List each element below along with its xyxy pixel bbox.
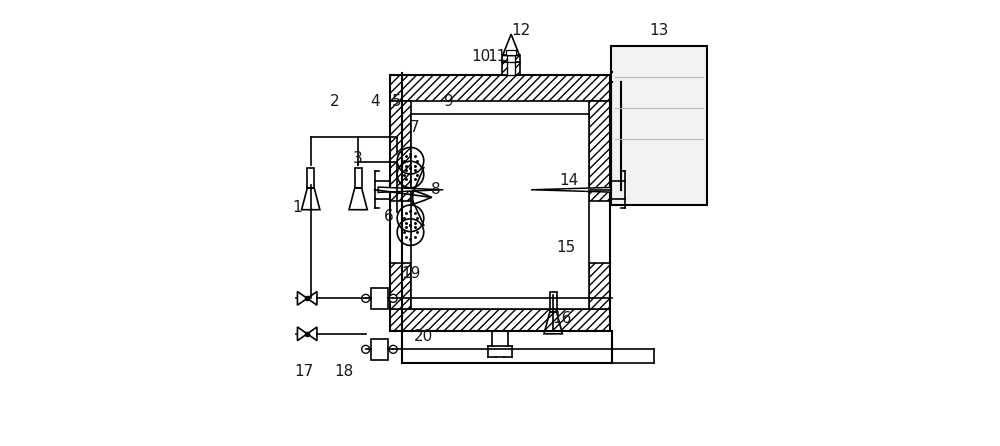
Text: 9: 9 bbox=[444, 94, 454, 109]
Text: 15: 15 bbox=[556, 240, 575, 255]
Text: 5: 5 bbox=[392, 94, 402, 109]
Text: 8: 8 bbox=[431, 182, 441, 197]
Bar bbox=[390, 75, 610, 101]
Bar bbox=[411, 114, 589, 310]
Circle shape bbox=[362, 294, 370, 302]
Text: 10: 10 bbox=[472, 50, 491, 64]
Text: 11: 11 bbox=[487, 50, 507, 64]
Text: 1: 1 bbox=[293, 200, 302, 215]
Bar bbox=[507, 60, 515, 75]
Bar bbox=[550, 292, 557, 312]
Polygon shape bbox=[531, 187, 622, 192]
Text: 7: 7 bbox=[410, 120, 420, 135]
Bar bbox=[390, 310, 610, 330]
Text: 3: 3 bbox=[352, 151, 362, 166]
Bar bbox=[371, 288, 388, 309]
Circle shape bbox=[362, 345, 370, 353]
Text: 17: 17 bbox=[294, 364, 314, 379]
Text: 13: 13 bbox=[649, 23, 668, 38]
Bar bbox=[589, 101, 610, 201]
Bar bbox=[502, 55, 520, 62]
Text: 6: 6 bbox=[383, 209, 393, 224]
Bar bbox=[307, 168, 314, 188]
Text: 16: 16 bbox=[552, 311, 572, 326]
Bar bbox=[611, 45, 707, 205]
Text: 4: 4 bbox=[370, 94, 380, 109]
Bar bbox=[390, 75, 610, 330]
Bar bbox=[506, 50, 516, 55]
Text: 19: 19 bbox=[402, 266, 421, 281]
Bar bbox=[507, 55, 515, 62]
Bar bbox=[390, 101, 411, 201]
Bar bbox=[589, 263, 610, 310]
Bar bbox=[502, 62, 520, 75]
Polygon shape bbox=[378, 187, 443, 192]
Bar bbox=[371, 339, 388, 360]
Text: 20: 20 bbox=[414, 329, 433, 343]
Text: 14: 14 bbox=[559, 173, 578, 188]
Text: 18: 18 bbox=[334, 364, 354, 379]
Bar bbox=[390, 263, 411, 310]
Bar bbox=[355, 168, 362, 188]
Text: 12: 12 bbox=[512, 23, 531, 38]
Circle shape bbox=[389, 294, 397, 302]
Circle shape bbox=[389, 345, 397, 353]
Text: 2: 2 bbox=[330, 94, 340, 109]
